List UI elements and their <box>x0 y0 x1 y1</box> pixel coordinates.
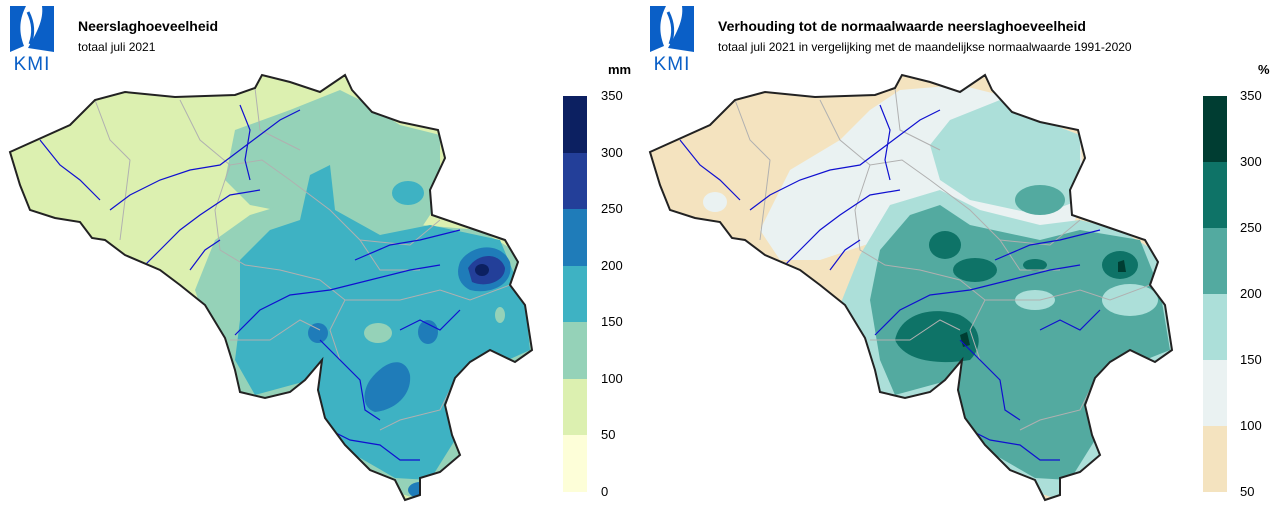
legend-unit: % <box>1258 62 1270 77</box>
legend-swatch <box>1203 162 1227 228</box>
legend-tick-label: 300 <box>1240 154 1262 169</box>
ratio-panel: KMI Verhouding tot de normaalwaarde neer… <box>640 0 1280 507</box>
kmi-logo: KMI <box>646 4 698 75</box>
ratio-map <box>649 74 1173 501</box>
legend-tick-label: 100 <box>1240 418 1262 433</box>
legend-tick-label: 200 <box>601 258 623 273</box>
kmi-logo: KMI <box>6 4 58 75</box>
legend-swatch <box>563 96 587 153</box>
legend-tick-label: 150 <box>1240 352 1262 367</box>
legend-tick-label: 350 <box>1240 88 1262 103</box>
logo-text: KMI <box>653 54 691 75</box>
precipitation-panel: KMI Neerslaghoeveelheid totaal juli 2021 <box>6 4 632 501</box>
legend-swatch <box>1203 294 1227 360</box>
legend-unit: mm <box>608 62 632 77</box>
legend-tick-label: 100 <box>601 371 623 386</box>
legend-tick-label: 300 <box>601 145 623 160</box>
legend-tick-label: 50 <box>601 427 616 442</box>
legend-colorbar <box>563 96 587 492</box>
legend-tick-label: 350 <box>601 88 623 103</box>
legend-tick-label: 200 <box>1240 286 1262 301</box>
map-title: Neerslaghoeveelheid <box>78 18 219 34</box>
legend-tick-label: 0 <box>601 484 609 499</box>
legend-swatch <box>563 435 587 492</box>
map-subtitle: totaal juli 2021 <box>78 40 156 54</box>
legend-swatch <box>563 209 587 266</box>
legend-swatch <box>1203 360 1227 426</box>
legend-swatch <box>1203 426 1227 492</box>
map-subtitle: totaal juli 2021 in vergelijking met de … <box>718 40 1132 54</box>
legend-tick-label: 50 <box>1240 484 1255 499</box>
map-title: Verhouding tot de normaalwaarde neerslag… <box>718 18 1086 34</box>
legend-swatch <box>563 322 587 379</box>
legend-tick-label: 250 <box>601 201 623 216</box>
legend-swatch <box>563 379 587 435</box>
logo-text: KMI <box>13 54 51 75</box>
legend-swatch <box>1203 96 1227 162</box>
legend-swatch <box>563 153 587 209</box>
legend-tick-label: 150 <box>601 314 623 329</box>
legend-tick-label: 250 <box>1240 220 1262 235</box>
legend-swatch <box>563 266 587 322</box>
precipitation-map <box>9 74 533 501</box>
legend-swatch <box>1203 228 1227 294</box>
legend-colorbar <box>1203 96 1227 492</box>
